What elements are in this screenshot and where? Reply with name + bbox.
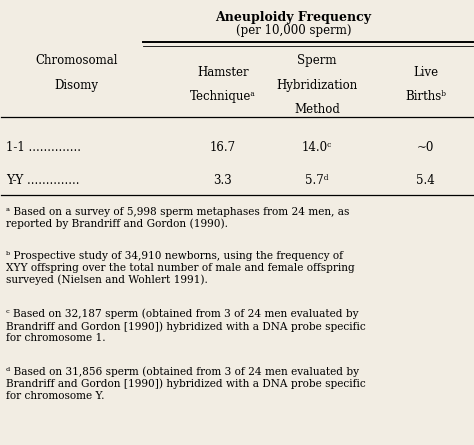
Text: Y-Y ..............: Y-Y .............. <box>6 174 80 187</box>
Text: (per 10,000 sperm): (per 10,000 sperm) <box>236 24 351 37</box>
Text: Live: Live <box>413 65 438 78</box>
Text: ~0: ~0 <box>417 141 434 154</box>
Text: ᵇ Prospective study of 34,910 newborns, using the frequency of
XYY offspring ove: ᵇ Prospective study of 34,910 newborns, … <box>6 251 355 285</box>
Text: Birthsᵇ: Birthsᵇ <box>405 90 446 103</box>
Text: Sperm: Sperm <box>297 54 337 68</box>
Text: ᵃ Based on a survey of 5,998 sperm metaphases from 24 men, as
reported by Brandr: ᵃ Based on a survey of 5,998 sperm metap… <box>6 207 349 229</box>
Text: Hybridization: Hybridization <box>276 79 358 92</box>
Text: Disomy: Disomy <box>55 79 99 92</box>
Text: ᵈ Based on 31,856 sperm (obtained from 3 of 24 men evaluated by
Brandriff and Go: ᵈ Based on 31,856 sperm (obtained from 3… <box>6 366 366 400</box>
Text: Aneuploidy Frequency: Aneuploidy Frequency <box>216 11 372 24</box>
Text: Techniqueᵃ: Techniqueᵃ <box>190 90 256 103</box>
Text: 3.3: 3.3 <box>213 174 232 187</box>
Text: Chromosomal: Chromosomal <box>36 54 118 68</box>
Text: ᶜ Based on 32,187 sperm (obtained from 3 of 24 men evaluated by
Brandriff and Go: ᶜ Based on 32,187 sperm (obtained from 3… <box>6 309 366 343</box>
Text: Method: Method <box>294 103 340 116</box>
Text: Hamster: Hamster <box>197 65 249 78</box>
Text: 1-1 ..............: 1-1 .............. <box>6 141 81 154</box>
Text: 14.0ᶜ: 14.0ᶜ <box>302 141 332 154</box>
Text: 5.4: 5.4 <box>416 174 435 187</box>
Text: 5.7ᵈ: 5.7ᵈ <box>305 174 329 187</box>
Text: 16.7: 16.7 <box>210 141 236 154</box>
